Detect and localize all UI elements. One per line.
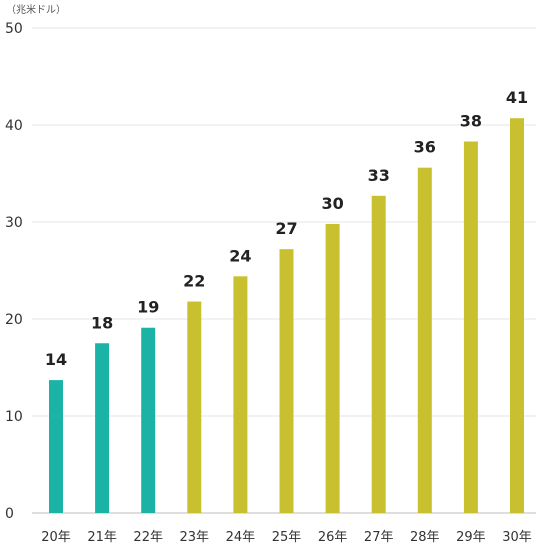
bars — [49, 118, 524, 514]
data-label: 38 — [460, 111, 482, 130]
x-tick-label: 20年 — [41, 530, 71, 545]
bar — [233, 276, 248, 513]
y-tick-label: 30 — [5, 215, 23, 231]
x-tick-label: 22年 — [133, 530, 163, 545]
y-tick-label: 10 — [5, 409, 23, 425]
y-tick-label: 40 — [5, 118, 23, 134]
x-tick-label: 28年 — [410, 530, 440, 545]
bar — [279, 249, 294, 513]
bar — [417, 167, 432, 513]
data-label: 36 — [414, 138, 436, 157]
bar — [371, 195, 386, 513]
x-tick-label: 24年 — [226, 530, 256, 545]
bar — [49, 380, 63, 513]
data-label: 33 — [368, 166, 390, 185]
x-tick-label: 30年 — [502, 530, 532, 545]
bar — [95, 343, 110, 513]
y-tick-label: 20 — [5, 312, 23, 328]
y-tick-label: 50 — [5, 21, 23, 37]
data-label: 19 — [137, 298, 159, 317]
data-label: 30 — [321, 194, 343, 213]
data-label: 41 — [506, 88, 528, 107]
bar — [187, 301, 202, 513]
bar — [510, 118, 524, 514]
x-tick-label: 29年 — [456, 530, 486, 545]
bar — [325, 223, 340, 513]
y-axis-tick-labels: 0 10 20 30 40 50 — [5, 21, 23, 522]
x-tick-label: 25年 — [272, 530, 302, 545]
x-tick-label: 21年 — [87, 530, 117, 545]
data-label: 14 — [45, 350, 67, 369]
x-tick-label: 26年 — [318, 530, 348, 545]
x-tick-label: 27年 — [364, 530, 394, 545]
data-label: 22 — [183, 272, 205, 291]
data-label: 27 — [275, 219, 297, 238]
y-axis-unit-label: （兆米ドル） — [6, 3, 66, 16]
y-tick-label: 0 — [5, 506, 14, 522]
data-label: 18 — [91, 313, 113, 332]
x-axis-tick-labels: 20年 21年 22年 23年 24年 25年 26年 27年 28年 29年 30年 — [41, 530, 532, 545]
data-labels: 14 18 19 22 24 27 30 33 36 38 41 — [45, 88, 528, 369]
bar — [463, 141, 478, 514]
x-tick-label: 23年 — [180, 530, 210, 545]
bar — [141, 327, 156, 513]
data-label: 24 — [229, 246, 251, 265]
